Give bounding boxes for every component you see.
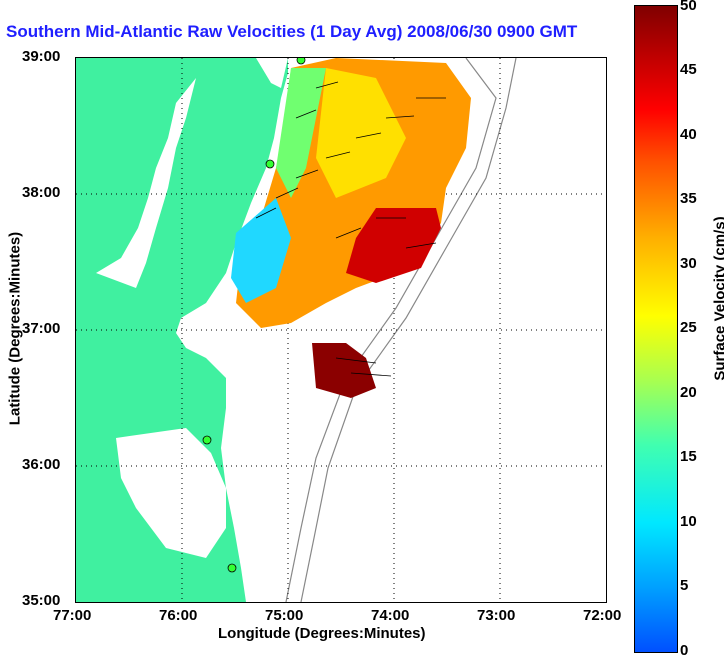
bathymetry-contour (300, 58, 517, 602)
map-canvas (76, 58, 606, 602)
colorbar-tick: 50 (680, 0, 697, 14)
colorbar-tick: 20 (680, 384, 697, 401)
x-tick: 77:00 (53, 607, 92, 624)
chesapeake-bay (96, 78, 196, 288)
x-axis-label: Longitude (Degrees:Minutes) (218, 625, 426, 642)
x-tick: 72:00 (583, 607, 622, 624)
station-marker (265, 159, 275, 169)
colorbar-tick: 35 (680, 190, 697, 207)
velocity-field-cyan (231, 198, 291, 303)
colorbar-tick: 10 (680, 513, 697, 530)
x-tick: 73:00 (477, 607, 516, 624)
velocity-vectors (255, 81, 446, 377)
station-marker (227, 563, 237, 573)
colorbar-tick: 25 (680, 319, 697, 336)
colorbar-tick: 45 (680, 61, 697, 78)
y-tick: 37:00 (22, 320, 61, 337)
colorbar-tick: 5 (680, 577, 689, 594)
pamlico-sound (116, 428, 226, 558)
bathymetry-contour (285, 58, 497, 602)
delaware-bay (256, 58, 288, 88)
x-tick: 75:00 (265, 607, 304, 624)
velocity-field-yellow (316, 68, 406, 198)
colorbar-tick: 40 (680, 126, 697, 143)
y-tick: 36:00 (22, 456, 61, 473)
colorbar-tick: 15 (680, 448, 697, 465)
station-marker (202, 435, 212, 445)
x-tick: 76:00 (159, 607, 198, 624)
x-tick: 74:00 (371, 607, 410, 624)
colorbar-tick: 0 (680, 642, 689, 659)
map-title: Southern Mid-Atlantic Raw Velocities (1 … (6, 22, 578, 41)
colorbar-label: Surface Velocity (cm/s) (711, 216, 724, 381)
station-marker (296, 58, 306, 65)
y-tick: 38:00 (22, 184, 61, 201)
y-tick: 39:00 (22, 48, 61, 65)
velocity-field-south (312, 343, 376, 398)
velocity-field-green (276, 68, 326, 198)
y-axis-label: Latitude (Degrees:Minutes) (6, 231, 24, 426)
velocity-field-red (346, 208, 441, 283)
y-tick: 35:00 (22, 592, 61, 609)
colorbar (634, 5, 678, 653)
map-plot[interactable] (75, 57, 607, 603)
colorbar-tick: 30 (680, 255, 697, 272)
